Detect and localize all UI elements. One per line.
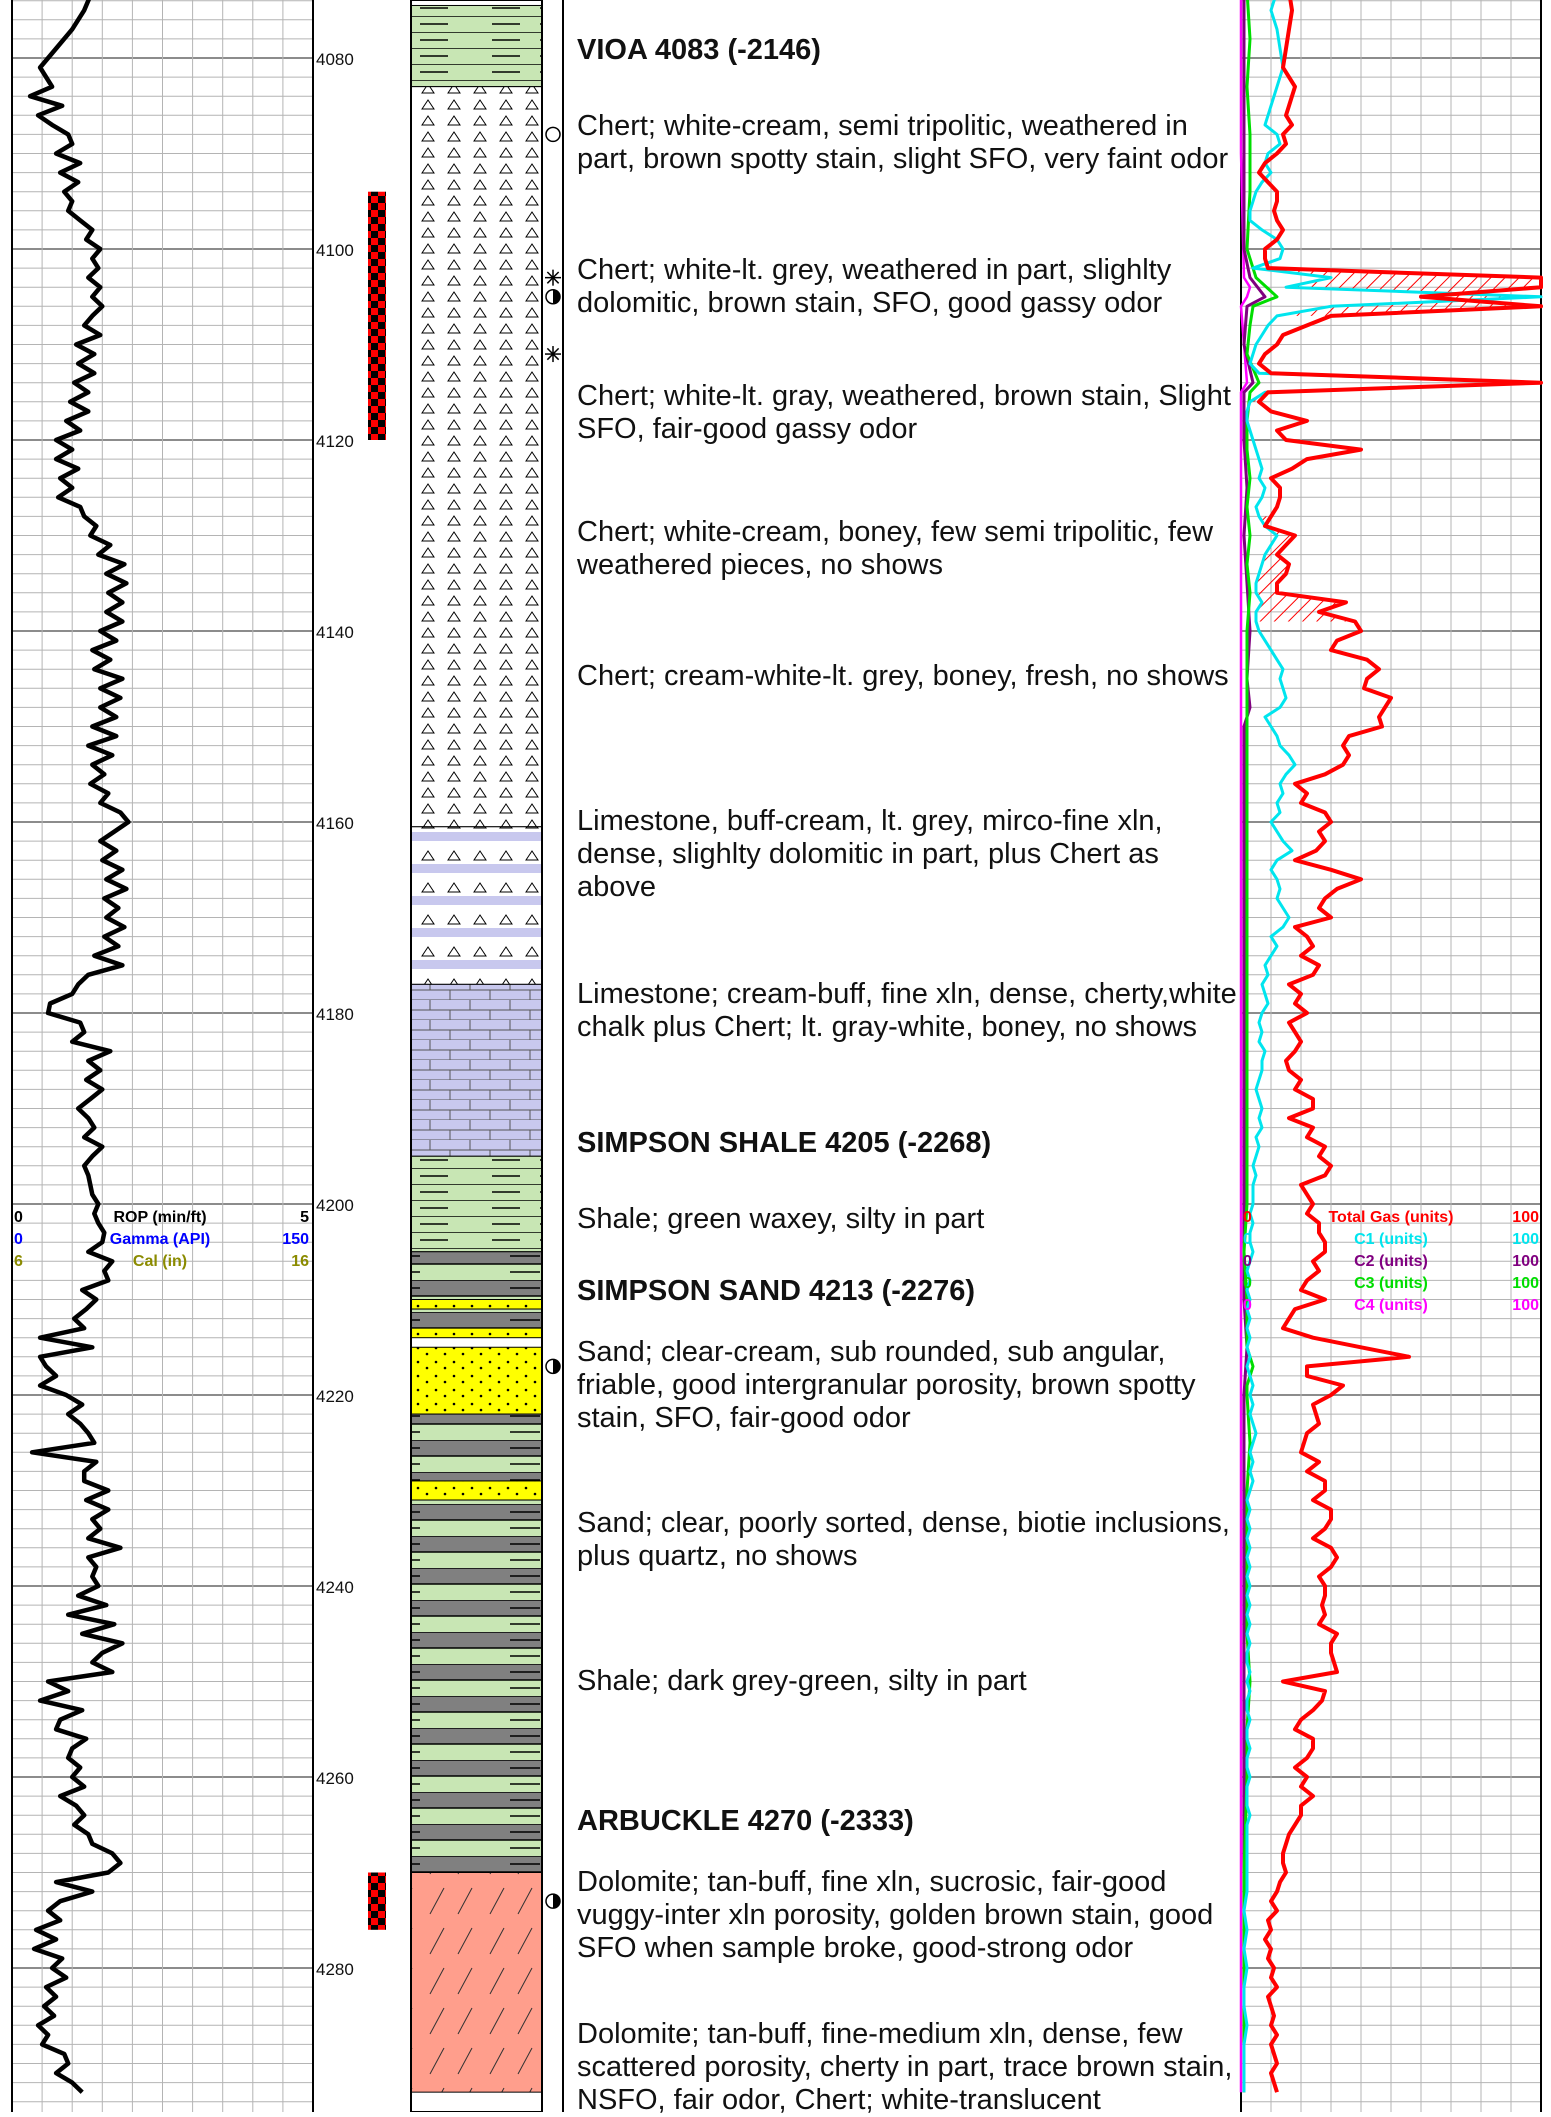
right-track-header: 0 Total Gas (units) 100 0 C1 (units) 100 0 C2 (… [1243,1209,1539,1314]
total-gas-curve [1257,0,1543,2093]
gas-header-min: 0 [1243,1231,1252,1248]
lithology-description: Chert; white-cream, boney, few semi trip… [577,516,1214,581]
lithology-chert-limestone [410,826,543,985]
lithology-sand [410,1346,543,1415]
lithology-shale-dark [410,1308,543,1329]
lithology-shale-dark [410,1413,543,1482]
lithology-shale [410,1155,543,1253]
lithology-column-border [410,0,543,2112]
gas-header-min: 0 [1243,1209,1252,1226]
lithology-description: Chert; white-lt. grey, weathered in part… [577,254,1172,319]
lithology-description: Chert; white-cream, semi tripolitic, wea… [577,110,1229,175]
lithology-description: Sand; clear, poorly sorted, dense, bioti… [577,1507,1230,1572]
lithology-description: Chert; cream-white-lt. grey, boney, fres… [577,660,1229,692]
right-track-grid [1241,0,1541,2112]
gamma-max: 150 [282,1231,309,1248]
depth-label: 4220 [316,1387,354,1406]
gas-header-label: C1 (units) [1354,1231,1428,1248]
core-interval [368,191,386,440]
lithology-description: Sand; clear-cream, sub rounded, sub angu… [577,1336,1196,1434]
cal-min: 6 [14,1253,23,1270]
rop-label: ROP (min/ft) [113,1209,206,1226]
lithology-column [410,4,543,2093]
gas-header-label: C3 (units) [1354,1275,1428,1292]
show-asterisk-icon [545,269,561,286]
depth-label: 4260 [316,1769,354,1788]
core-interval [368,1872,386,1930]
gamma-min: 0 [14,1231,23,1248]
gas-header-min: 0 [1243,1297,1252,1314]
gamma-curve [27,0,131,2094]
gas-header-max: 100 [1512,1253,1539,1270]
gas-header-max: 100 [1512,1209,1539,1226]
lithology-shale-dark [410,1251,543,1300]
lithology-description: Shale; dark grey-green, silty in part [577,1665,1027,1697]
lithology-sand [410,1480,543,1501]
show-circle-half-fill [553,1359,560,1374]
lithology-shale [410,4,543,88]
show-symbols [545,126,561,1909]
gas-show-fill [1250,268,1541,622]
lithology-shale-dark [410,1499,543,1874]
depth-label: 4140 [316,623,354,642]
depth-label: 4200 [316,1196,354,1215]
lithology-description: Dolomite; tan-buff, fine-medium xln, den… [577,2018,1233,2116]
core-intervals [368,191,386,1930]
depth-label: 4280 [316,1960,354,1979]
gamma-label: Gamma (API) [110,1231,210,1248]
depth-label: 4180 [316,1005,354,1024]
depth-labels: 4080 4100 4120 4140 4160 4180 4200 4220 4240 4260… [316,50,354,1979]
asterisk-stroke [546,347,560,361]
gas-header-label: C2 (units) [1354,1253,1428,1270]
lithology-description: Shale; green waxey, silty in part [577,1203,985,1235]
cal-max: 16 [291,1253,309,1270]
depth-label: 4100 [316,241,354,260]
rop-max: 5 [300,1209,309,1226]
lithology-sand [410,1299,543,1310]
show-circle-half-fill [553,289,560,304]
gas-header-min: 0 [1243,1275,1252,1292]
lithology-limestone [410,983,543,1157]
rop-min: 0 [14,1209,23,1226]
lithology-dolomite [410,1872,543,2093]
lithology-description: Chert; white-lt. gray, weathered, brown … [577,380,1231,445]
gas-header-label: Total Gas (units) [1328,1209,1453,1226]
gas-header-label: C4 (units) [1354,1297,1428,1314]
depth-label: 4160 [316,814,354,833]
asterisk-stroke [546,271,560,284]
lithology-chert [410,86,543,828]
gas-header-max: 100 [1512,1231,1539,1248]
gas-header-min: 0 [1243,1253,1252,1270]
lithology-description: Limestone; cream-buff, fine xln, dense, … [577,978,1237,1043]
gas-header-max: 100 [1512,1297,1539,1314]
left-track-header: 0 ROP (min/ft) 5 0 Gamma (API) 150 6 Cal… [14,1209,309,1270]
formation-top-label: SIMPSON SAND 4213 (-2276) [577,1275,976,1307]
lithology-sand [410,1327,543,1339]
depth-label: 4240 [316,1578,354,1597]
lithology-description: Dolomite; tan-buff, fine xln, sucrosic, … [577,1866,1214,1964]
log-curves [27,0,1543,2094]
show-circle-open-icon [545,126,561,143]
lithology-description: Limestone, buff-cream, lt. grey, mirco-f… [577,805,1163,903]
depth-label: 4080 [316,50,354,69]
gas-header-max: 100 [1512,1275,1539,1292]
formation-top-label: ARBUCKLE 4270 (-2333) [577,1805,914,1837]
formation-top-label: SIMPSON SHALE 4205 (-2268) [577,1127,992,1159]
show-circle-half-fill [553,1894,560,1909]
cal-label: Cal (in) [133,1253,187,1270]
left-track-grid [12,0,313,2112]
show-asterisk-icon [545,346,561,363]
formation-top-label: VIOA 4083 (-2146) [577,34,821,66]
depth-label: 4120 [316,432,354,451]
